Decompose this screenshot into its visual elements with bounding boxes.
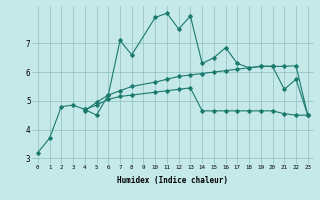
X-axis label: Humidex (Indice chaleur): Humidex (Indice chaleur) <box>117 176 228 185</box>
